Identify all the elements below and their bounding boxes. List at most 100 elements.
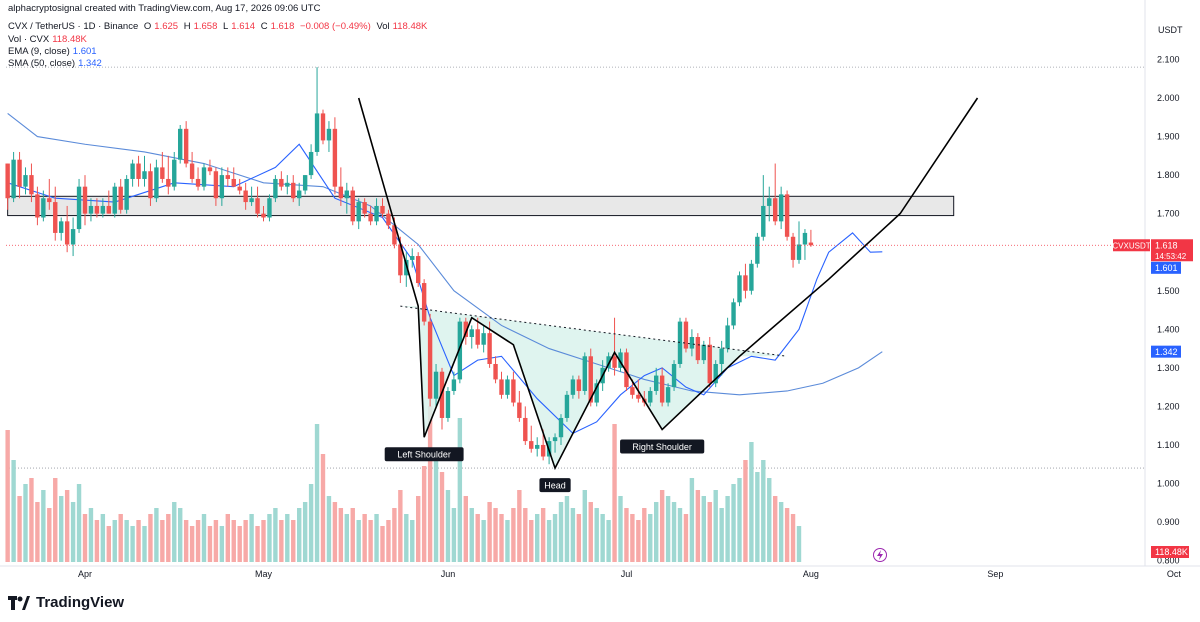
volume-bar [154,508,159,562]
candle-body [505,379,510,395]
brand-name: TradingView [36,594,125,611]
volume-bar [29,478,34,562]
volume-bar [112,520,117,562]
candle-body [439,371,445,418]
candle-body [70,229,76,245]
sma-indicator-row[interactable]: SMA (50, close) 1.342 [8,58,102,69]
candle-body [362,202,367,214]
ema-indicator-row[interactable]: EMA (9, close) 1.601 [8,46,97,57]
volume-bar [731,484,736,562]
volume-bar [35,502,40,562]
candle-body [743,275,748,291]
candle [445,387,451,422]
candle [338,167,344,206]
volume-bar [529,520,534,562]
volume-bar [64,490,70,562]
candle [160,151,165,183]
tradingview-logo[interactable]: TradingView [8,594,124,611]
candle-body [552,437,558,442]
candle [356,198,361,230]
volume-bar [183,520,189,562]
volume-bar [201,514,207,562]
candle [279,171,284,191]
candle-body [154,167,159,199]
candle-body [106,205,111,214]
candle-body [124,178,129,210]
candle [178,124,183,164]
candle [725,317,730,353]
candle [493,356,498,384]
volume-bar [398,490,403,562]
volume-bar [493,508,498,562]
candle-body [493,363,498,380]
volume-bar [410,520,415,562]
volume-bar [100,514,106,562]
candle-body [558,417,564,438]
volume-bar [53,478,58,562]
candle [594,379,599,407]
candle-body [606,356,611,368]
candle [35,186,40,226]
candle [332,117,338,195]
volume-bar [737,478,742,562]
candle [517,390,522,422]
candle [743,263,748,299]
candle-body [219,175,225,199]
volume-bar [659,490,665,562]
candle [767,186,772,222]
candle [112,182,117,218]
volume-bar [374,514,379,562]
candle-body [118,186,123,210]
candle [404,252,409,287]
volume-bar [416,496,421,562]
candle [439,367,445,430]
candle-body [356,202,361,222]
price-tick-label: 0.900 [1157,517,1180,527]
candle-body [689,337,695,349]
candle-body [59,221,64,233]
volume-bar [219,526,225,562]
candle [213,167,219,206]
candle-body [94,205,100,214]
candle [737,271,742,307]
volume-bar [523,508,528,562]
candle-body [213,171,219,199]
volume-bar [725,496,730,562]
volume-bar [683,514,689,562]
candle [70,217,76,257]
candle-body [784,194,790,237]
volume-bar [761,460,766,562]
candle-body [308,151,314,176]
price-tick-label: 1.000 [1157,479,1180,489]
candle-body [344,190,349,199]
volume-bar [195,520,201,562]
volume-bar [76,484,82,562]
candle-body [749,263,754,291]
candle [76,178,82,233]
candle-body [41,198,46,218]
volume-bar [778,502,784,562]
price-tick-label: 1.400 [1157,324,1180,334]
volume-bar [654,502,659,562]
volume-bar [558,502,564,562]
volume-bar [356,520,361,562]
lightning-icon-bolt [877,550,883,560]
volume-bar [570,508,576,562]
pattern-label-text: Left Shoulder [397,450,451,460]
volume-bar [552,514,558,562]
last-price-box [1151,239,1193,262]
volume-bar [642,508,647,562]
candle-body [487,333,492,364]
candle [677,317,683,368]
candle-body [469,329,474,338]
candle-body [671,363,677,388]
volume-indicator-row[interactable]: Vol · CVX 118.48K [8,34,87,45]
volume-bar [136,520,141,562]
candle-body [23,175,28,187]
candle [808,229,814,247]
candle [695,333,701,364]
price-tick-label: 2.000 [1157,93,1180,103]
candle [368,205,373,226]
symbol-tag-box [1113,239,1150,252]
